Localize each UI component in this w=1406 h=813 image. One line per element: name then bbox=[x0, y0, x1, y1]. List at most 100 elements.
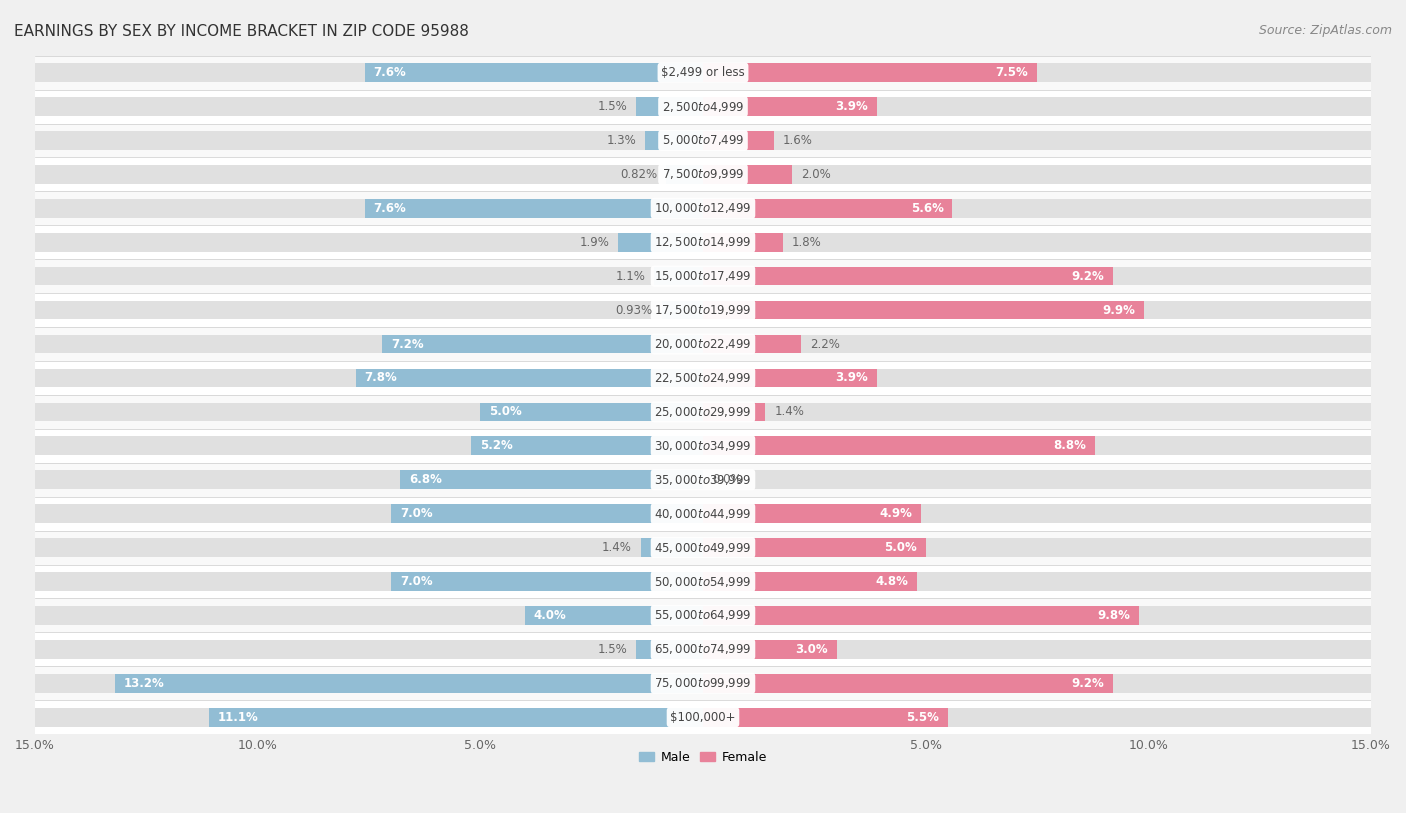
Bar bbox=[703, 437, 1371, 455]
Bar bbox=[703, 504, 1371, 523]
Bar bbox=[703, 572, 917, 591]
Bar bbox=[703, 301, 1371, 320]
Bar bbox=[35, 199, 703, 218]
Text: $2,499 or less: $2,499 or less bbox=[661, 66, 745, 79]
Bar bbox=[703, 267, 1371, 285]
Text: 7.6%: 7.6% bbox=[374, 202, 406, 215]
Bar bbox=[703, 471, 1371, 489]
Bar bbox=[35, 327, 1371, 361]
Bar bbox=[703, 572, 1371, 591]
Text: $10,000 to $12,499: $10,000 to $12,499 bbox=[654, 202, 752, 215]
Text: 7.5%: 7.5% bbox=[995, 66, 1028, 79]
Text: 3.9%: 3.9% bbox=[835, 100, 868, 113]
Text: 1.4%: 1.4% bbox=[775, 406, 804, 419]
Bar bbox=[703, 504, 921, 523]
Bar bbox=[35, 368, 703, 387]
Text: 1.3%: 1.3% bbox=[606, 134, 636, 147]
Bar bbox=[35, 335, 703, 354]
Text: 0.93%: 0.93% bbox=[616, 303, 652, 316]
Bar bbox=[703, 301, 1144, 320]
Bar bbox=[654, 267, 703, 285]
Bar bbox=[703, 267, 1112, 285]
Bar bbox=[636, 640, 703, 659]
Bar bbox=[524, 606, 703, 624]
Bar bbox=[703, 165, 1371, 184]
Bar bbox=[391, 504, 703, 523]
Text: 5.6%: 5.6% bbox=[911, 202, 943, 215]
Text: 5.0%: 5.0% bbox=[489, 406, 522, 419]
Bar bbox=[35, 667, 1371, 700]
Text: Source: ZipAtlas.com: Source: ZipAtlas.com bbox=[1258, 24, 1392, 37]
Text: $22,500 to $24,999: $22,500 to $24,999 bbox=[654, 371, 752, 385]
Bar bbox=[35, 131, 703, 150]
Bar bbox=[35, 633, 1371, 667]
Bar bbox=[35, 606, 703, 624]
Text: $5,000 to $7,499: $5,000 to $7,499 bbox=[662, 133, 744, 147]
Text: 1.6%: 1.6% bbox=[783, 134, 813, 147]
Legend: Male, Female: Male, Female bbox=[634, 746, 772, 768]
Bar bbox=[703, 437, 1095, 455]
Bar bbox=[645, 131, 703, 150]
Bar bbox=[356, 368, 703, 387]
Text: 4.8%: 4.8% bbox=[875, 575, 908, 588]
Bar bbox=[703, 708, 948, 727]
Bar bbox=[35, 395, 1371, 428]
Bar bbox=[703, 98, 877, 116]
Bar bbox=[35, 55, 1371, 89]
Bar bbox=[703, 368, 877, 387]
Bar bbox=[35, 89, 1371, 124]
Bar bbox=[666, 165, 703, 184]
Text: 9.8%: 9.8% bbox=[1098, 609, 1130, 622]
Bar bbox=[35, 504, 703, 523]
Bar bbox=[364, 199, 703, 218]
Bar bbox=[703, 335, 1371, 354]
Bar bbox=[35, 165, 703, 184]
Bar bbox=[35, 158, 1371, 191]
Bar bbox=[703, 640, 837, 659]
Bar bbox=[703, 63, 1371, 82]
Text: 0.0%: 0.0% bbox=[711, 473, 741, 486]
Bar bbox=[401, 471, 703, 489]
Bar bbox=[391, 572, 703, 591]
Text: $20,000 to $22,499: $20,000 to $22,499 bbox=[654, 337, 752, 351]
Bar bbox=[35, 259, 1371, 293]
Bar bbox=[703, 131, 1371, 150]
Text: 13.2%: 13.2% bbox=[124, 676, 165, 689]
Bar bbox=[641, 538, 703, 557]
Bar bbox=[35, 471, 703, 489]
Text: $100,000+: $100,000+ bbox=[671, 711, 735, 724]
Bar bbox=[703, 98, 1371, 116]
Bar bbox=[208, 708, 703, 727]
Text: 3.9%: 3.9% bbox=[835, 372, 868, 385]
Text: EARNINGS BY SEX BY INCOME BRACKET IN ZIP CODE 95988: EARNINGS BY SEX BY INCOME BRACKET IN ZIP… bbox=[14, 24, 470, 39]
Bar bbox=[703, 335, 801, 354]
Bar bbox=[35, 463, 1371, 497]
Bar bbox=[35, 572, 703, 591]
Text: 4.9%: 4.9% bbox=[879, 507, 912, 520]
Bar bbox=[703, 708, 1371, 727]
Bar bbox=[703, 674, 1371, 693]
Bar bbox=[35, 708, 703, 727]
Text: 7.2%: 7.2% bbox=[391, 337, 423, 350]
Text: $17,500 to $19,999: $17,500 to $19,999 bbox=[654, 303, 752, 317]
Bar bbox=[703, 165, 792, 184]
Bar bbox=[35, 293, 1371, 327]
Text: 1.1%: 1.1% bbox=[616, 270, 645, 283]
Text: 7.8%: 7.8% bbox=[364, 372, 398, 385]
Text: $75,000 to $99,999: $75,000 to $99,999 bbox=[654, 676, 752, 690]
Text: 1.8%: 1.8% bbox=[792, 236, 823, 249]
Text: $45,000 to $49,999: $45,000 to $49,999 bbox=[654, 541, 752, 554]
Text: 6.8%: 6.8% bbox=[409, 473, 441, 486]
Text: 0.82%: 0.82% bbox=[620, 168, 658, 180]
Text: 2.0%: 2.0% bbox=[801, 168, 831, 180]
Text: $35,000 to $39,999: $35,000 to $39,999 bbox=[654, 472, 752, 487]
Bar bbox=[703, 63, 1038, 82]
Text: 9.2%: 9.2% bbox=[1071, 270, 1104, 283]
Bar bbox=[703, 606, 1139, 624]
Bar bbox=[115, 674, 703, 693]
Bar bbox=[35, 531, 1371, 564]
Bar bbox=[364, 63, 703, 82]
Bar bbox=[35, 674, 703, 693]
Bar bbox=[471, 437, 703, 455]
Text: 1.9%: 1.9% bbox=[579, 236, 609, 249]
